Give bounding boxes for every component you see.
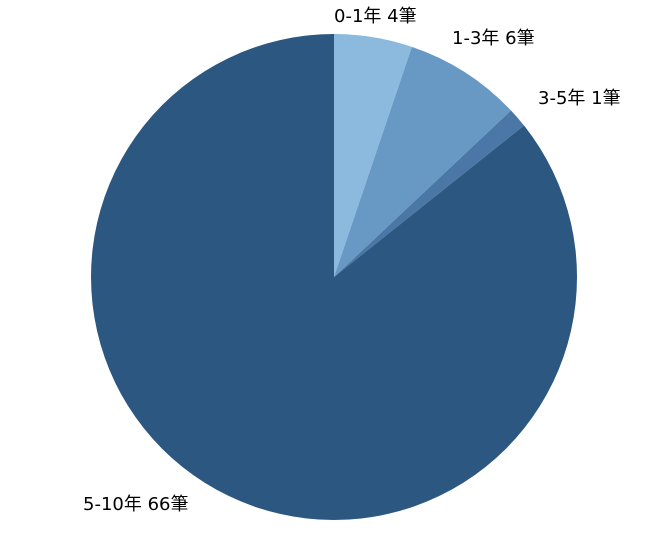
pie-slice-3 [334, 110, 524, 277]
slice-label-2: 1-3年 6筆 [452, 28, 535, 49]
pie-labels: 0-1年 4筆 1-3年 6筆 3-5年 1筆 5-10年 66筆 [83, 6, 621, 515]
slice-label-3: 3-5年 1筆 [538, 88, 621, 109]
pie-slice-1 [334, 34, 412, 277]
slice-label-4: 5-10年 66筆 [83, 494, 188, 515]
pie-slice-2 [334, 46, 511, 277]
pie-slices [91, 34, 578, 520]
slice-label-1: 0-1年 4筆 [334, 6, 417, 27]
pie-slice-4 [91, 34, 578, 520]
